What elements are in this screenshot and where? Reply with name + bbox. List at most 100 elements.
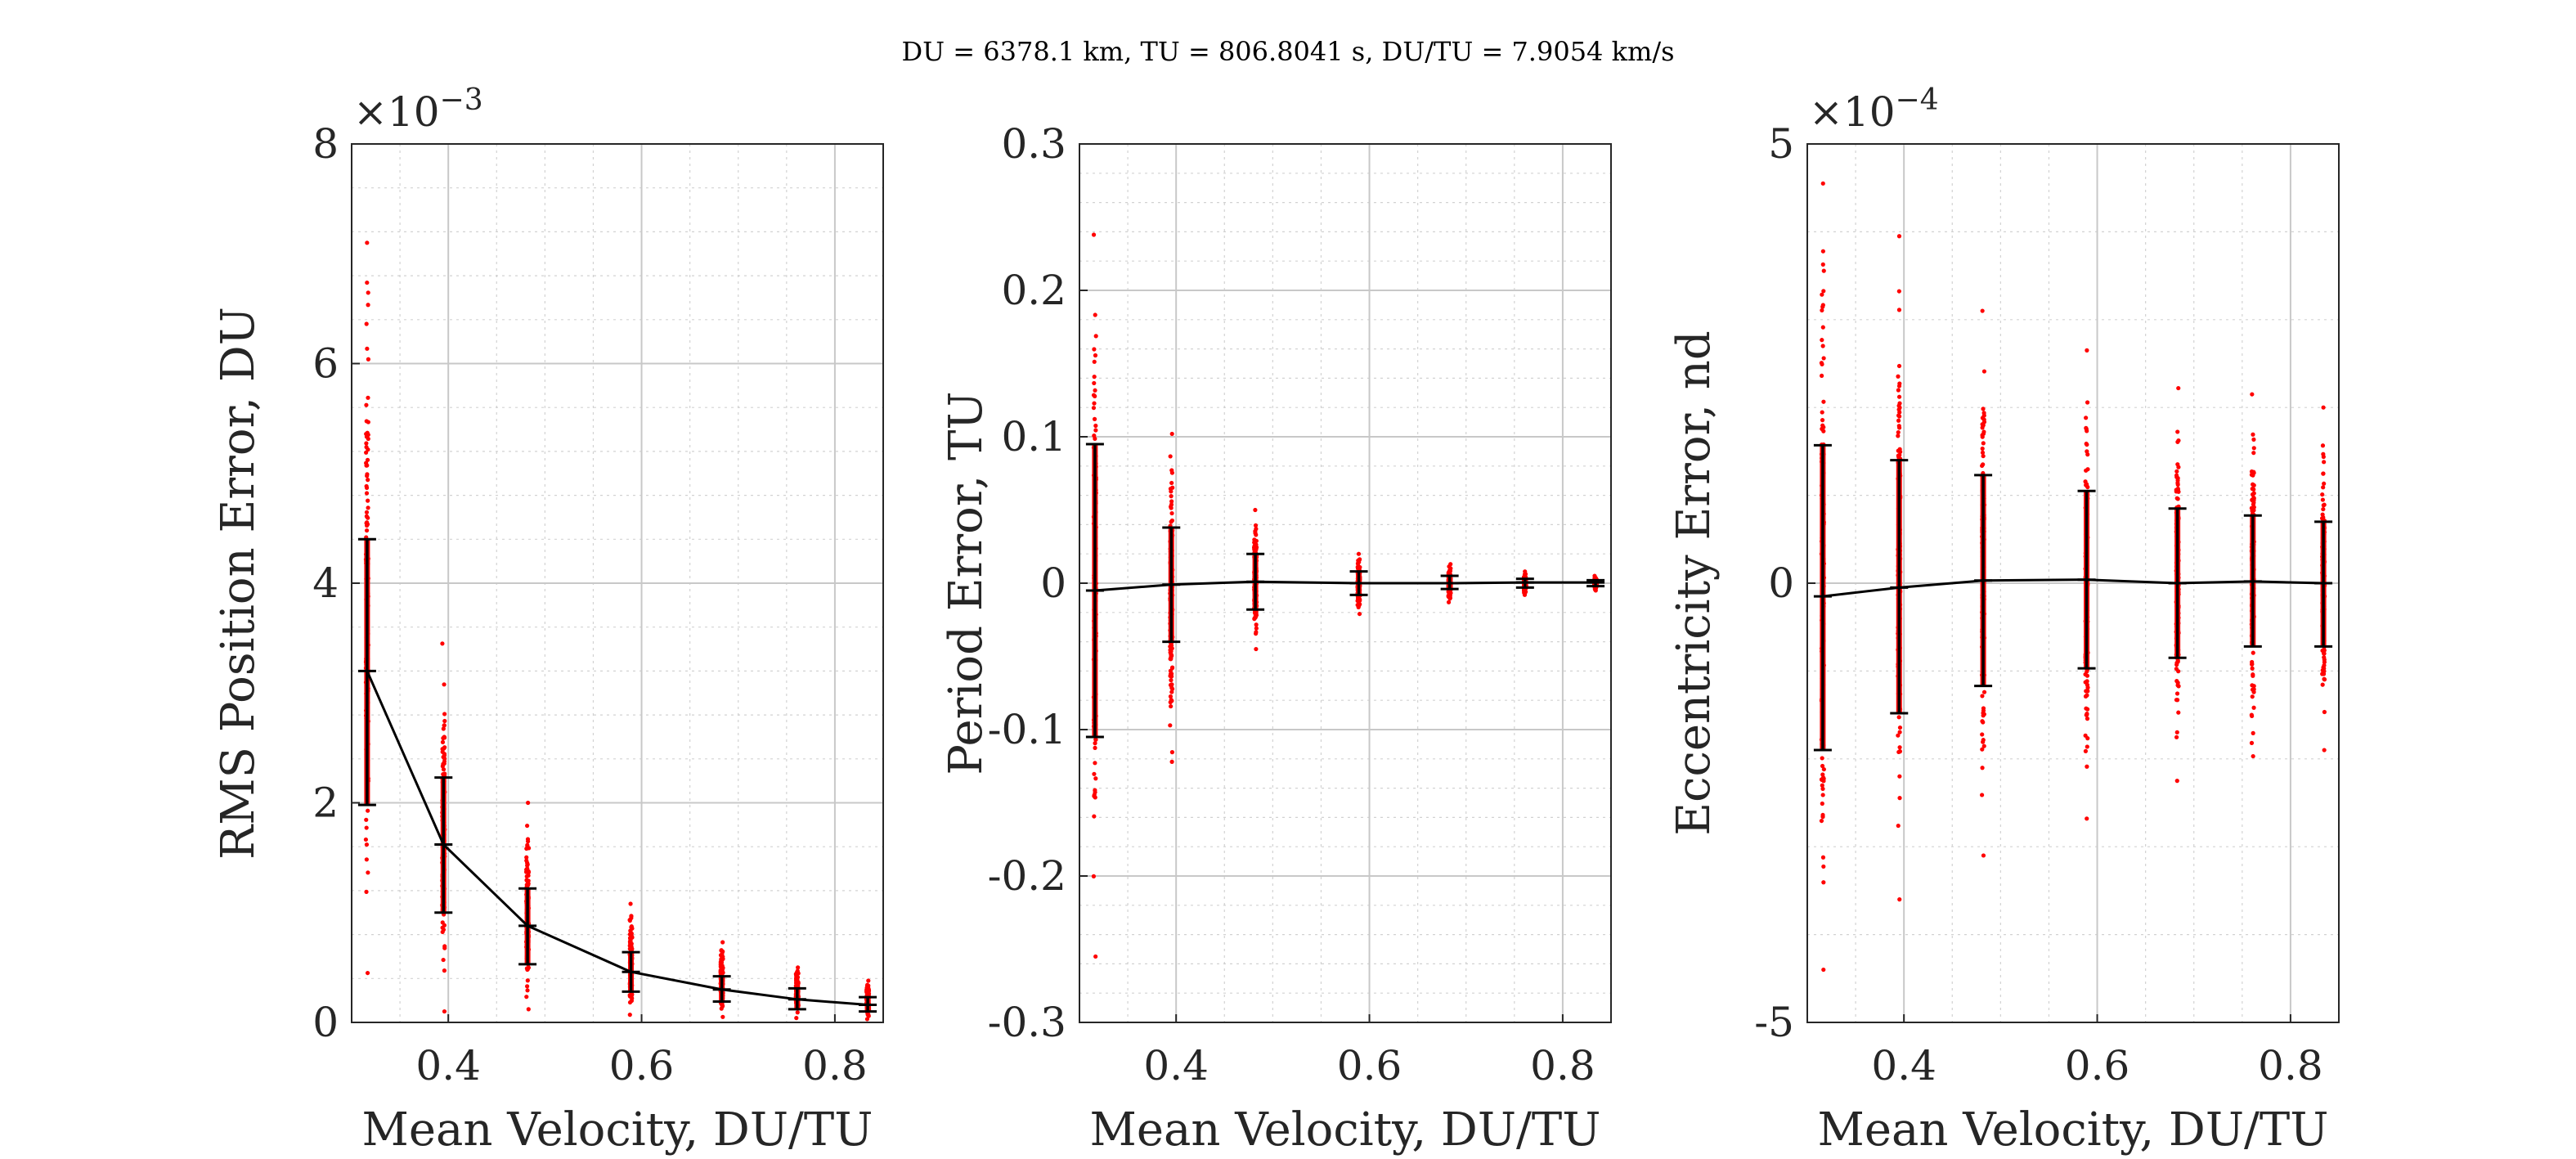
y-tick-label: 5 bbox=[1768, 120, 1794, 168]
scatter-point bbox=[1980, 766, 1985, 770]
y-exponent-label: ×10−3 bbox=[353, 83, 483, 136]
scatter-point bbox=[2322, 651, 2327, 656]
scatter-point bbox=[1981, 706, 1986, 711]
subplots: 0.4 0.6 0.8 0 2 4 6 8 Mean Velocity, DU/TU RMS Po… bbox=[212, 83, 2340, 1157]
scatter-point bbox=[442, 756, 447, 761]
scatter-point bbox=[364, 825, 369, 830]
scatter-point bbox=[2085, 400, 2090, 405]
scatter-point bbox=[2175, 486, 2180, 492]
y-axis-label: Period Error, TU bbox=[940, 391, 993, 775]
scatter-point bbox=[1820, 325, 1825, 330]
scatter-point bbox=[442, 968, 447, 973]
scatter-point bbox=[1820, 373, 1824, 379]
scatter-point bbox=[365, 970, 370, 976]
scatter-point bbox=[1980, 747, 1985, 752]
scatter-point bbox=[1896, 374, 1901, 379]
scatter-point bbox=[524, 874, 529, 879]
scatter-point bbox=[1896, 407, 1901, 412]
scatter-point bbox=[2322, 748, 2327, 752]
scatter-point bbox=[1168, 645, 1173, 649]
scatter-point bbox=[628, 901, 633, 906]
scatter-point bbox=[1169, 470, 1174, 475]
scatter-point bbox=[441, 761, 446, 766]
scatter-point bbox=[1092, 401, 1097, 406]
scatter-point bbox=[365, 474, 370, 478]
scatter-point bbox=[365, 346, 370, 351]
scatter-point bbox=[1093, 745, 1097, 751]
scatter-point bbox=[2083, 694, 2089, 699]
scatter-point bbox=[1820, 338, 1824, 343]
scatter-point bbox=[1981, 453, 1986, 459]
scatter-point bbox=[365, 457, 370, 462]
scatter-point bbox=[1820, 249, 1825, 254]
scatter-point bbox=[1091, 232, 1097, 237]
scatter-point bbox=[442, 682, 447, 687]
scatter-point bbox=[2251, 672, 2255, 677]
scatter-point bbox=[1820, 756, 1824, 761]
scatter-point bbox=[2321, 451, 2326, 456]
scatter-point bbox=[2320, 492, 2325, 497]
scatter-point bbox=[1896, 418, 1901, 423]
scatter-point bbox=[1897, 725, 1903, 730]
scatter-point bbox=[2251, 507, 2256, 512]
scatter-point bbox=[1168, 454, 1173, 459]
scatter-point bbox=[2250, 694, 2255, 699]
scatter-point bbox=[1093, 393, 1097, 398]
scatter-point bbox=[2085, 348, 2089, 353]
scatter-point bbox=[442, 1009, 447, 1014]
scatter-point bbox=[719, 960, 725, 965]
scatter-point bbox=[2083, 748, 2089, 753]
scatter-point bbox=[2251, 690, 2256, 694]
scatter-point bbox=[364, 889, 369, 894]
scatter-point bbox=[2251, 730, 2255, 735]
scatter-point bbox=[2320, 682, 2325, 687]
scatter-point bbox=[628, 946, 633, 951]
scatter-point bbox=[2084, 483, 2089, 488]
scatter-point bbox=[1358, 597, 1362, 602]
y-tick-label: 2 bbox=[312, 779, 339, 827]
scatter-point bbox=[364, 402, 369, 407]
scatter-point bbox=[2321, 485, 2326, 490]
scatter-point bbox=[2176, 438, 2181, 443]
scatter-point bbox=[1254, 542, 1259, 547]
y-tick-label: 0 bbox=[1040, 559, 1066, 607]
scatter-point bbox=[1093, 388, 1097, 393]
scatter-point bbox=[525, 984, 530, 989]
scatter-point bbox=[1896, 308, 1902, 312]
scatter-point bbox=[1169, 703, 1174, 709]
scatter-point bbox=[1820, 783, 1824, 788]
scatter-point bbox=[1169, 649, 1174, 654]
scatter-point bbox=[2084, 712, 2089, 717]
scatter-point bbox=[442, 946, 447, 950]
scatter-point bbox=[1092, 347, 1097, 352]
scatter-point bbox=[2250, 497, 2255, 502]
x-tick-label: 0.8 bbox=[802, 1042, 868, 1089]
scatter-point bbox=[364, 857, 369, 862]
x-tick-label: 0.8 bbox=[1530, 1042, 1595, 1089]
scatter-point bbox=[1168, 668, 1173, 673]
scatter-point bbox=[2322, 481, 2327, 486]
scatter-point bbox=[1093, 737, 1098, 742]
scatter-point bbox=[364, 419, 369, 424]
scatter-point bbox=[1981, 712, 1986, 717]
scatter-point bbox=[1254, 630, 1259, 635]
scatter-point bbox=[1896, 453, 1901, 458]
scatter-point bbox=[1169, 652, 1174, 658]
scatter-point bbox=[366, 478, 370, 483]
scatter-point bbox=[793, 976, 799, 981]
scatter-point bbox=[720, 951, 725, 956]
scatter-point bbox=[2083, 672, 2088, 677]
scatter-point bbox=[1169, 759, 1174, 764]
y-tick-label: 0 bbox=[1768, 559, 1794, 607]
scatter-point bbox=[364, 520, 370, 525]
scatter-point bbox=[1522, 587, 1527, 592]
scatter-point bbox=[1169, 502, 1174, 507]
scatter-point bbox=[1897, 745, 1902, 750]
scatter-point bbox=[2320, 443, 2326, 448]
scatter-point bbox=[2321, 405, 2326, 410]
scatter-point bbox=[2250, 666, 2255, 671]
scatter-point bbox=[796, 965, 801, 970]
scatter-point bbox=[1091, 406, 1097, 411]
scatter-point bbox=[2251, 502, 2256, 507]
scatter-point bbox=[1820, 793, 1825, 797]
